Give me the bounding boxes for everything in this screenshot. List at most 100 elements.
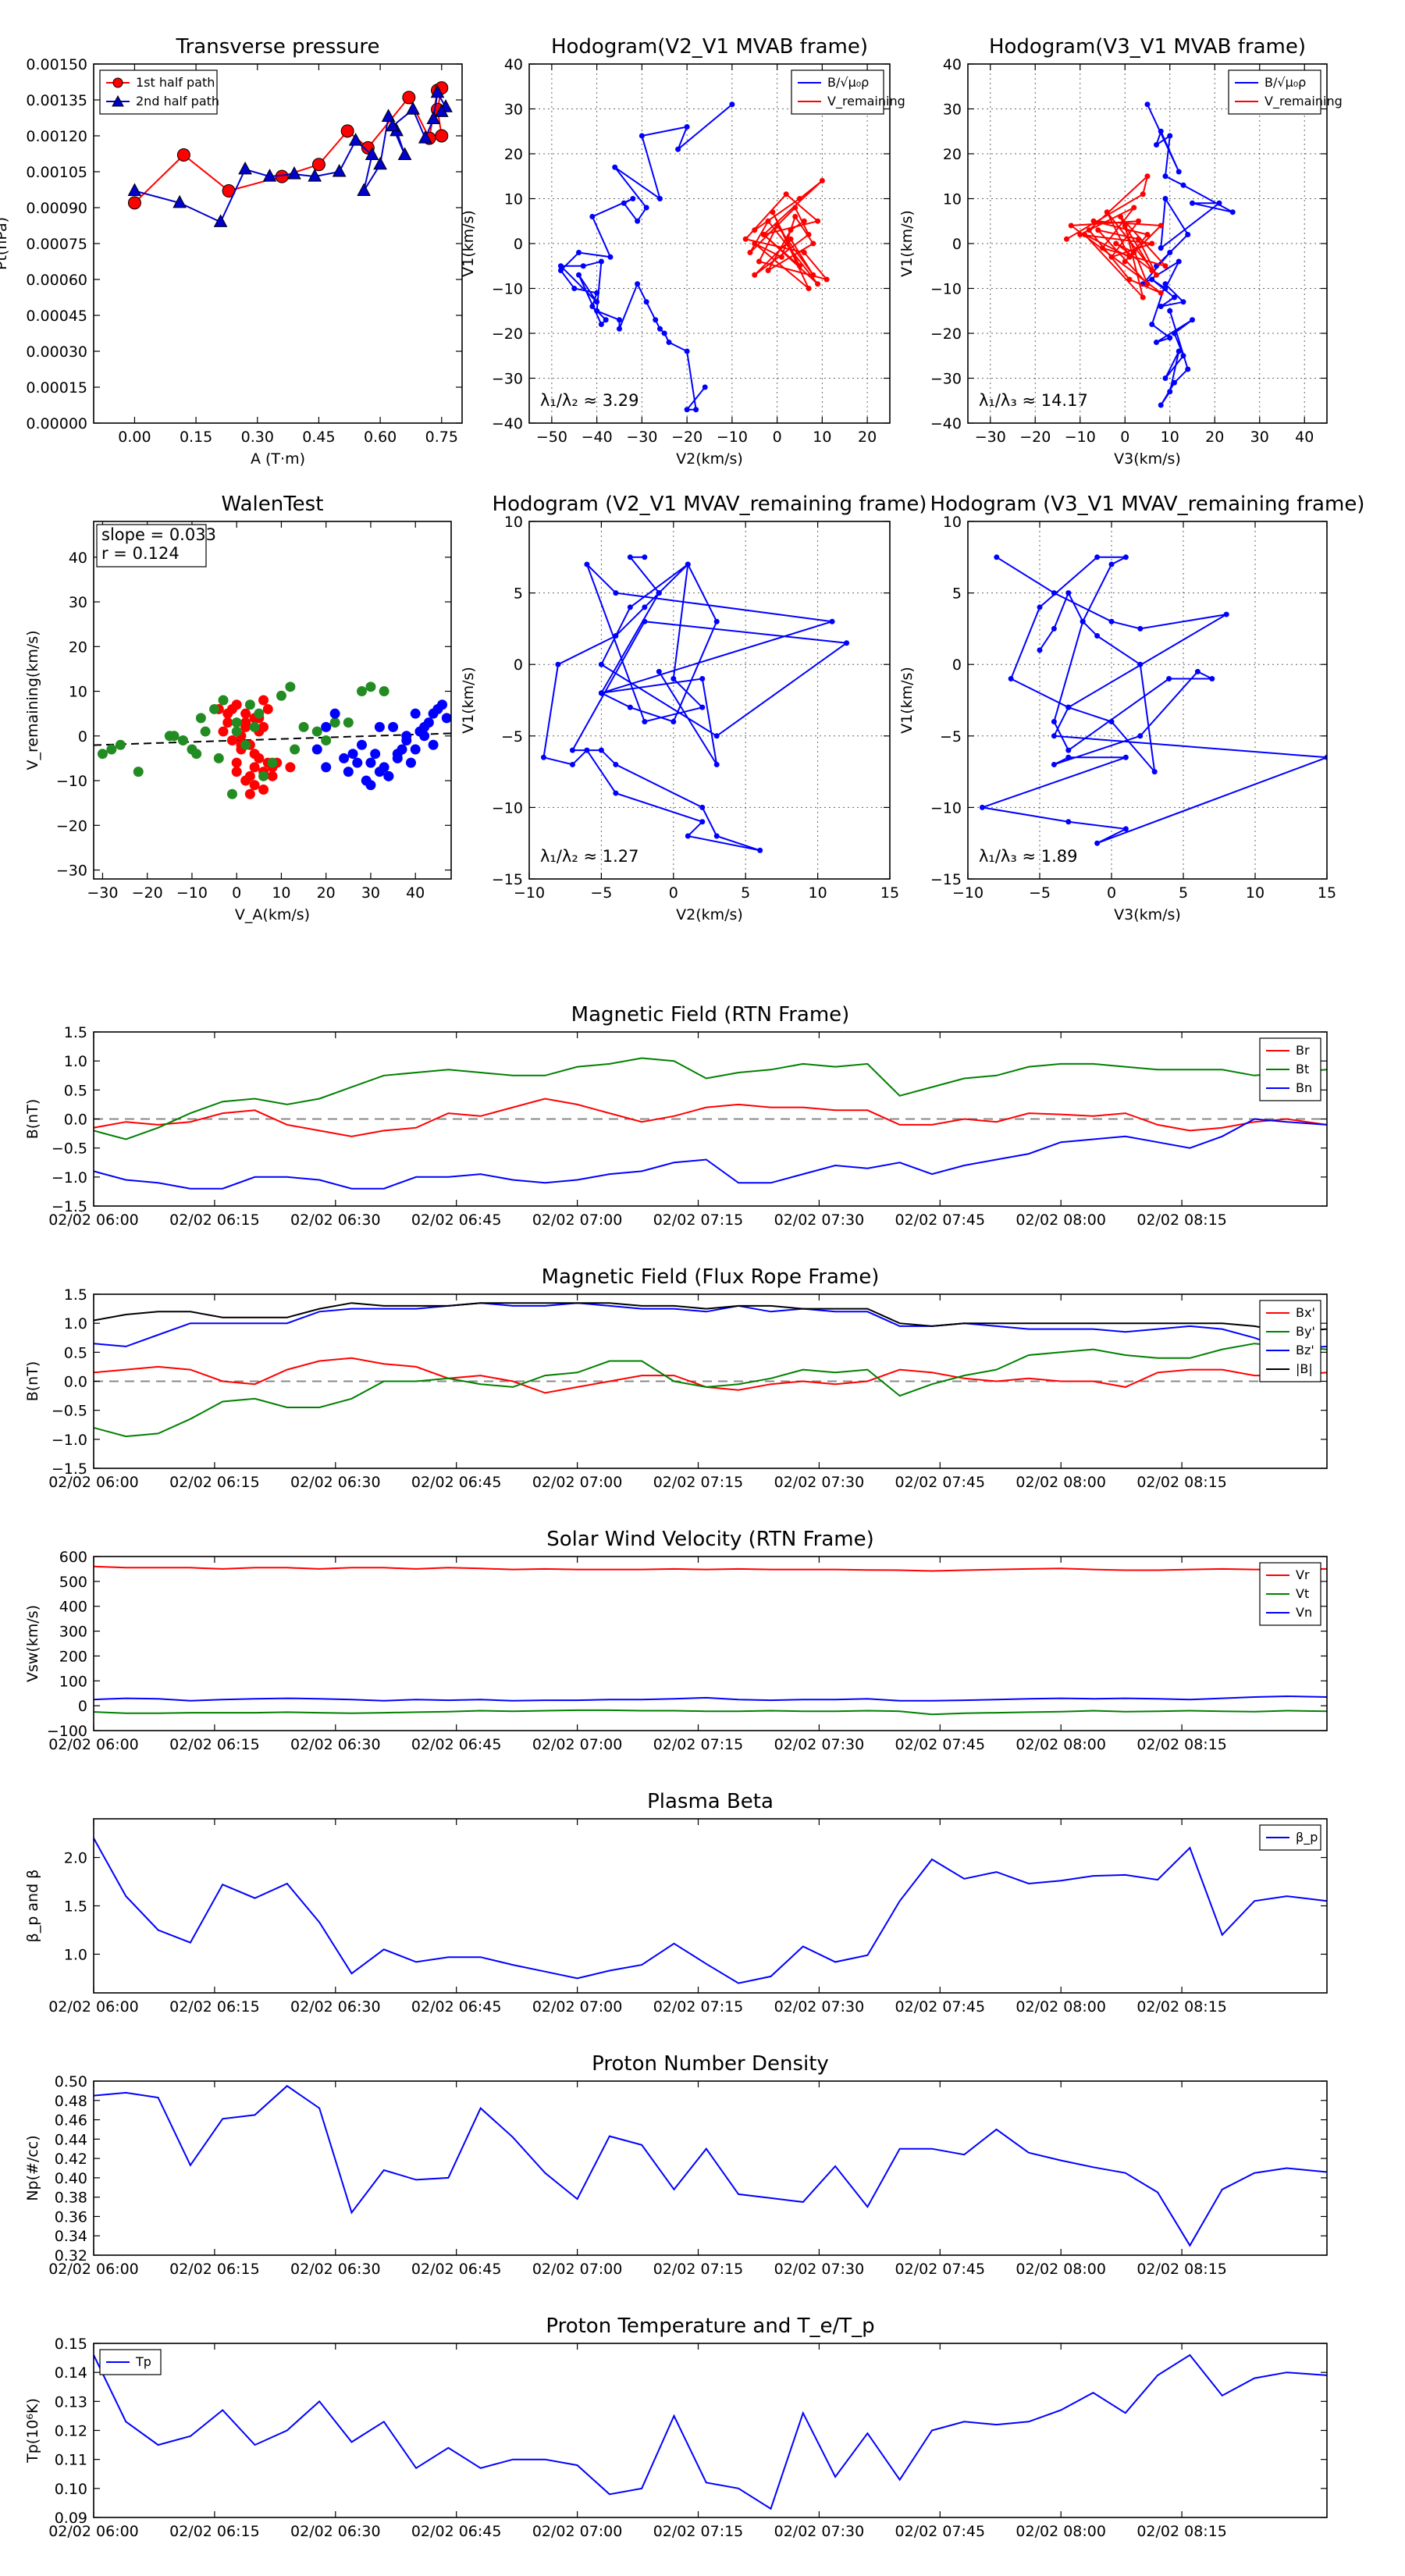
data-point xyxy=(1209,676,1215,682)
data-point xyxy=(1122,826,1129,832)
data-point xyxy=(783,191,789,197)
x-tick-label: 15 xyxy=(880,884,899,902)
data-point xyxy=(213,214,228,227)
y-tick-label: 0.00075 xyxy=(26,236,87,253)
legend-label: |B| xyxy=(1296,1361,1313,1376)
data-point xyxy=(603,317,609,323)
data-point xyxy=(1094,554,1101,560)
series-line-0 xyxy=(94,1565,1327,1572)
legend-label: 2nd half path xyxy=(136,94,219,109)
data-point xyxy=(1194,668,1200,674)
scatter-point xyxy=(347,749,358,760)
data-point xyxy=(1154,272,1159,278)
x-tick-label: 02/02 08:00 xyxy=(1016,1212,1106,1229)
legend-label: Bx' xyxy=(1296,1305,1315,1320)
y-axis-label: Tp(10⁶K) xyxy=(24,2398,41,2464)
data-point xyxy=(1037,604,1043,610)
chart-bfield_rtn: Magnetic Field (RTN Frame) 02/02 06:00 02/… xyxy=(24,1003,1328,1229)
x-tick-label: −30 xyxy=(87,884,118,902)
data-point xyxy=(621,200,627,206)
y-tick-label: −30 xyxy=(56,863,87,880)
y-tick-label: −10 xyxy=(930,799,962,817)
y-tick-label: 0.32 xyxy=(55,2247,87,2265)
y-tick-label: 10 xyxy=(69,684,87,701)
data-point xyxy=(792,205,799,211)
x-tick-label: 02/02 08:00 xyxy=(1016,1474,1106,1491)
data-point xyxy=(1065,819,1072,825)
chart-title: Transverse pressure xyxy=(176,35,380,59)
legend-box xyxy=(1259,1300,1321,1382)
x-tick-label: 02/02 06:00 xyxy=(48,2523,139,2540)
x-tick-label: 02/02 08:15 xyxy=(1136,1998,1227,2016)
data-point xyxy=(613,761,619,767)
scatter-point xyxy=(388,721,399,732)
series-line-0 xyxy=(982,556,1327,845)
scatter-point xyxy=(379,762,389,773)
scatter-point xyxy=(115,739,126,750)
data-point xyxy=(1144,101,1151,108)
data-point xyxy=(557,263,564,269)
scatter-point xyxy=(222,717,233,728)
data-point xyxy=(617,326,622,332)
data-point xyxy=(1008,676,1014,682)
legend-label: Bz' xyxy=(1296,1343,1314,1357)
x-tick-label: 02/02 06:00 xyxy=(48,1998,139,2016)
data-point xyxy=(580,263,586,269)
data-point xyxy=(806,232,812,237)
x-tick-label: 30 xyxy=(1250,429,1269,446)
data-point xyxy=(788,227,794,233)
scatter-point xyxy=(231,726,242,737)
legend-box xyxy=(791,69,884,115)
annotation-text: λ₁/λ₃ ≈ 1.89 xyxy=(979,847,1077,866)
data-point xyxy=(656,196,663,201)
scatter-point xyxy=(213,753,224,763)
data-point xyxy=(792,214,799,219)
legend-marker xyxy=(112,77,123,88)
y-tick-label: 0 xyxy=(514,236,523,253)
scatter-point xyxy=(240,708,251,719)
data-point xyxy=(713,618,720,624)
scatter-point xyxy=(267,757,278,768)
legend-label: 1st half path xyxy=(136,75,215,90)
y-tick-label: −30 xyxy=(492,371,523,388)
data-point xyxy=(752,240,758,247)
data-point xyxy=(1136,236,1141,242)
y-tick-label: 0.0 xyxy=(64,1112,87,1129)
chart-hodo2: Hodogram(V3_V1 MVAB frame) −30 −20 −10 0 10 20… xyxy=(898,35,1343,468)
y-tick-label: 30 xyxy=(504,101,523,119)
plot-area xyxy=(557,101,830,413)
x-tick-label: 02/02 08:00 xyxy=(1016,1998,1106,2016)
scatter-point xyxy=(370,749,381,760)
x-tick-label: 02/02 07:45 xyxy=(895,2261,986,2278)
scatter-point xyxy=(97,749,108,760)
series-line-2 xyxy=(94,1695,1327,1702)
data-point xyxy=(1122,554,1129,560)
chart-title: Plasma Beta xyxy=(647,1790,774,1813)
chart-title: Hodogram (V3_V1 MVAV_remaining frame) xyxy=(930,493,1365,516)
data-point xyxy=(670,718,677,724)
data-point xyxy=(810,240,816,247)
data-point xyxy=(365,147,379,161)
legend-label: Vr xyxy=(1296,1567,1310,1582)
y-tick-label: 0.40 xyxy=(55,2170,87,2187)
x-tick-label: −20 xyxy=(671,429,702,446)
x-tick-label: 10 xyxy=(809,884,827,902)
data-point xyxy=(1176,348,1182,354)
scatter-point xyxy=(133,767,144,777)
scatter-point xyxy=(357,739,367,750)
x-tick-label: 02/02 08:00 xyxy=(1016,2261,1106,2278)
y-tick-label: 0 xyxy=(952,236,962,253)
data-point xyxy=(675,146,681,152)
data-point xyxy=(684,348,690,354)
scatter-point xyxy=(218,695,229,706)
legend-label: Bt xyxy=(1296,1062,1309,1076)
legend-label: Vn xyxy=(1296,1605,1312,1620)
data-point xyxy=(1131,250,1137,255)
chart-walen: WalenTest −30 −20 −10 0 10 20 30 40 −30 −20 −10 0 10 2… xyxy=(24,493,452,923)
y-tick-label: 5 xyxy=(952,585,962,603)
data-point xyxy=(612,164,618,170)
y-tick-label: 10 xyxy=(504,191,523,208)
y-tick-label: 0 xyxy=(78,728,87,745)
series-line-0 xyxy=(94,2354,1327,2510)
scatter-point xyxy=(249,780,260,791)
